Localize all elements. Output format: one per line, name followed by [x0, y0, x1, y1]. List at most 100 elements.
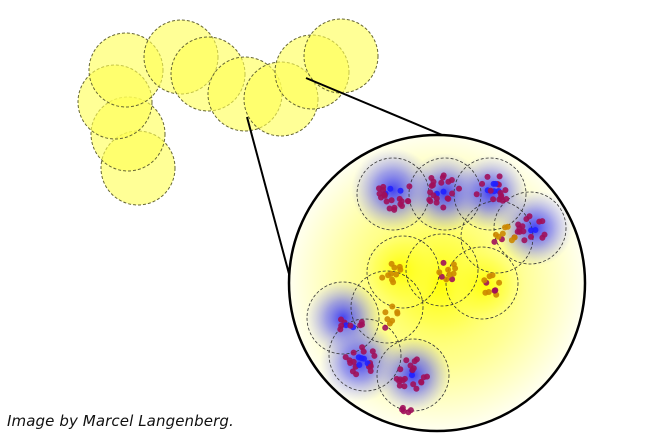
atom	[359, 321, 365, 328]
chain-bead	[303, 18, 379, 94]
atom	[382, 309, 389, 316]
atom	[427, 198, 434, 205]
zoom-detail-circle	[287, 133, 587, 433]
atom	[418, 378, 425, 385]
atom	[397, 187, 404, 194]
atom	[486, 273, 493, 280]
atom	[521, 237, 528, 244]
atom	[428, 182, 435, 189]
atom	[490, 180, 497, 187]
atom	[410, 365, 417, 372]
atom	[413, 356, 420, 363]
atom-clusters	[337, 172, 548, 416]
atom	[342, 354, 349, 361]
sub-bead	[493, 191, 567, 265]
atom	[349, 368, 356, 375]
atom	[343, 322, 349, 329]
atom	[532, 227, 539, 233]
atom	[360, 348, 367, 355]
atom	[383, 198, 390, 205]
sub-bead	[408, 157, 482, 231]
atom	[499, 230, 506, 237]
atom	[358, 355, 365, 362]
atom	[403, 357, 410, 364]
atom	[356, 362, 363, 368]
atom	[388, 260, 395, 267]
sub-bead	[405, 233, 479, 307]
atom	[456, 185, 462, 192]
atom	[536, 218, 543, 225]
atom	[401, 383, 408, 390]
sub-bead	[350, 270, 424, 344]
atom	[482, 289, 489, 296]
atom	[387, 185, 394, 192]
atom	[448, 177, 455, 183]
atom	[350, 358, 357, 365]
atom	[539, 234, 546, 241]
atom	[379, 274, 386, 281]
atom	[391, 206, 398, 213]
atom	[369, 348, 376, 355]
atom	[405, 198, 412, 205]
atom	[496, 279, 503, 286]
atom	[396, 382, 403, 389]
atom	[399, 203, 405, 209]
atom	[433, 195, 440, 202]
atom	[388, 197, 395, 204]
atom	[347, 322, 354, 329]
atom	[528, 233, 534, 240]
atom	[384, 316, 391, 323]
atom	[516, 225, 523, 232]
zoom-line-lower	[246, 116, 297, 301]
atom	[445, 195, 452, 202]
atom	[473, 191, 480, 198]
atom	[394, 310, 401, 317]
image-credit: Image by Marcel Langenberg.	[7, 412, 234, 430]
atom	[337, 326, 344, 333]
atom	[502, 224, 508, 231]
atom	[440, 204, 447, 211]
atom	[484, 173, 491, 180]
atom	[498, 194, 505, 201]
zoom-circle-outline	[287, 133, 587, 433]
atom	[495, 233, 502, 240]
sub-bead	[306, 281, 380, 355]
atom	[502, 187, 509, 194]
atom	[386, 320, 393, 327]
atom	[446, 271, 453, 278]
atom	[487, 187, 494, 194]
atom	[393, 271, 400, 278]
atom	[528, 227, 535, 234]
atom	[386, 205, 393, 212]
atom	[350, 349, 357, 356]
atom	[438, 273, 445, 280]
atom	[449, 190, 456, 197]
atom	[481, 277, 488, 284]
atom	[491, 238, 498, 245]
atom	[399, 404, 406, 411]
atom	[367, 363, 374, 370]
atom	[371, 352, 378, 359]
atom	[479, 180, 486, 187]
atom	[409, 372, 415, 379]
atom	[520, 228, 527, 235]
atom	[389, 303, 396, 310]
atom	[380, 187, 387, 193]
atom	[452, 265, 459, 272]
atom	[440, 188, 447, 195]
atom	[406, 183, 413, 190]
atom	[382, 324, 389, 331]
atom	[440, 259, 447, 266]
atom	[424, 373, 430, 380]
atom	[389, 276, 395, 283]
atom	[388, 270, 394, 277]
atom	[396, 263, 403, 270]
sub-bead	[328, 318, 402, 392]
atom	[523, 216, 530, 222]
coarse-grained-chain	[77, 18, 379, 206]
atom	[440, 172, 447, 179]
atom	[398, 198, 405, 205]
atom	[397, 366, 404, 373]
atom	[407, 407, 414, 414]
